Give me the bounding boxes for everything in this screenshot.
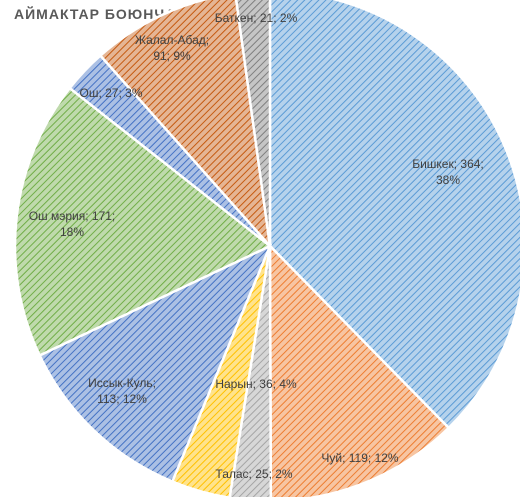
pie-slice-5 (38, 243, 273, 484)
slice-label-3: Талас; 25; 2% (215, 467, 292, 481)
slice-label-1: Бишкек; 364; 38% (412, 157, 484, 187)
slice-label-9: Баткен; 21; 2% (215, 11, 298, 25)
slice-label-5: Иссык-Куль; 113; 12% (88, 376, 156, 406)
pie-slice-9 (234, 0, 272, 247)
chart-title: АЙМАКТАР БОЮНЧА (14, 6, 177, 22)
pie-slice-8 (98, 0, 272, 250)
slice-label-7: Ош; 27; 3% (80, 86, 143, 100)
pie-slice-1 (268, 0, 520, 430)
pie-slice-2 (268, 242, 451, 497)
pie-slice-6 (13, 86, 273, 358)
slice-label-2: Чуй; 119; 12% (321, 451, 399, 465)
slice-label-8: Жалал-Абад; 91; 9% (135, 33, 209, 63)
slice-label-6: Ош мэрия; 171; 18% (29, 209, 116, 239)
slice-label-4: Нарын; 36; 4% (215, 377, 297, 391)
